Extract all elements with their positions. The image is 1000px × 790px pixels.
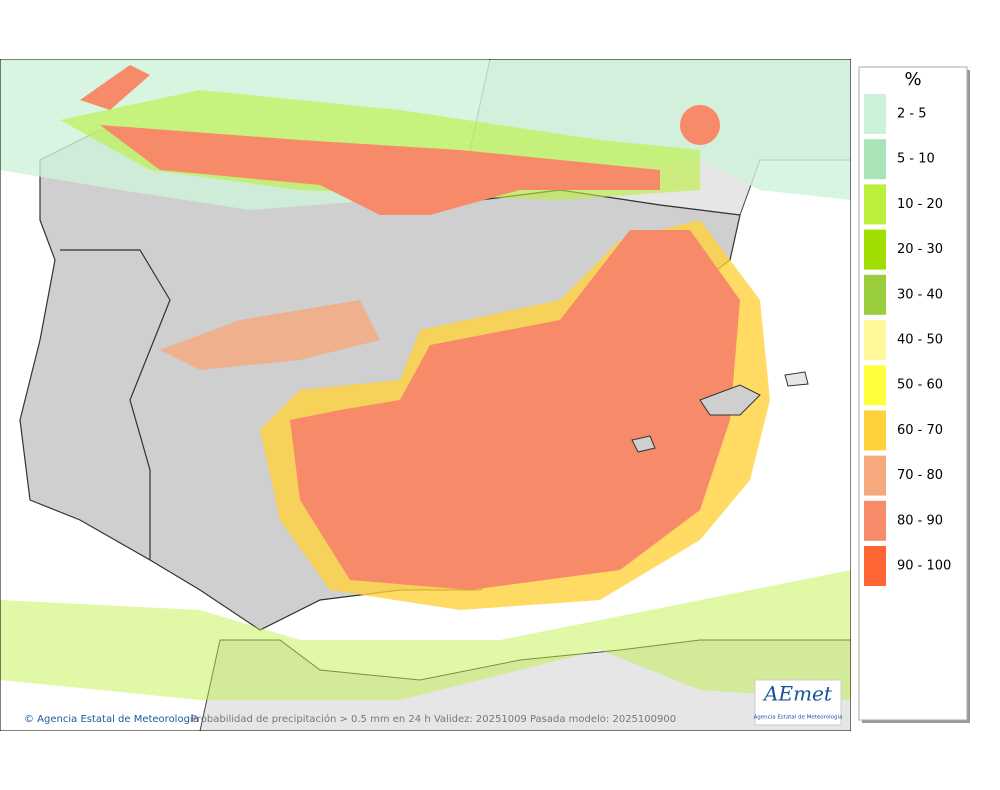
legend-label: 30 - 40	[897, 287, 943, 302]
logo-box	[754, 679, 842, 726]
logo-subtitle: Agencia Estatal de Meteorología	[754, 714, 843, 721]
caption: Probabilidad de precipitación > 0.5 mm e…	[191, 713, 676, 725]
legend-swatch	[864, 94, 886, 134]
legend-label: 70 - 80	[897, 468, 943, 483]
map	[0, 59, 851, 731]
legend-swatch	[864, 274, 886, 315]
legend-swatch	[864, 229, 886, 270]
legend-swatch	[864, 500, 886, 541]
legend-label: 60 - 70	[897, 423, 943, 438]
legend-label: 2 - 5	[897, 107, 927, 122]
legend-label: 50 - 60	[897, 378, 943, 393]
legend-label: 5 - 10	[897, 152, 935, 167]
legend-label: 90 - 100	[897, 559, 951, 574]
legend-label: 80 - 90	[897, 513, 943, 528]
legend-items: 2 - 5 5 - 10 10 - 20 20 - 30 30 - 40 40 - 50 5…	[864, 94, 951, 586]
legend-swatch	[864, 320, 886, 360]
legend-swatch	[864, 410, 886, 451]
legend-swatch	[864, 365, 886, 406]
legend-label: 40 - 50	[897, 333, 943, 348]
legend-swatch	[864, 139, 886, 180]
legend-swatch	[864, 546, 886, 586]
logo: AEmet	[762, 682, 833, 706]
legend-label: 20 - 30	[897, 242, 943, 257]
legend-title: %	[904, 69, 921, 90]
legend-swatch	[864, 455, 886, 496]
credit: © Agencia Estatal de Meteorología	[24, 713, 199, 725]
legend-label: 10 - 20	[897, 197, 943, 212]
legend-swatch	[864, 184, 886, 225]
